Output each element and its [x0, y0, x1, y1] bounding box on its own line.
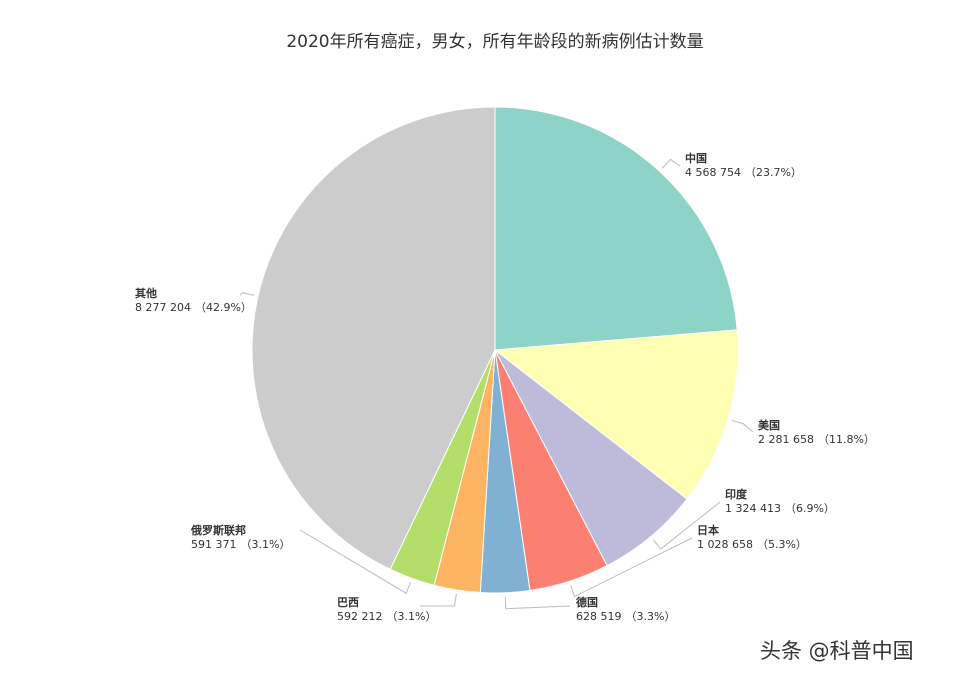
slice-value: 8 277 204 （42.9%） [135, 301, 252, 314]
pie-slice [251, 106, 496, 570]
percent-label: （11.8%） [818, 433, 875, 446]
percent-label: （6.9%） [785, 502, 835, 515]
slice-name: 俄罗斯联邦 [190, 523, 246, 537]
value-label: 2 281 658 [758, 433, 814, 446]
value-label: 592 212 [337, 610, 383, 623]
leader-line [504, 596, 571, 610]
chart-title: 2020年所有癌症，男女，所有年龄段的新病例估计数量 [286, 32, 703, 52]
slice-name: 其他 [135, 286, 157, 300]
slice-name: 美国 [758, 418, 780, 432]
value-label: 8 277 204 [135, 301, 191, 314]
leader-line [299, 529, 411, 595]
percent-label: （23.7%） [745, 166, 802, 179]
slice-name: 巴西 [337, 596, 359, 609]
leader-line [661, 158, 681, 169]
percent-label: （5.3%） [757, 538, 807, 551]
slice-value: 628 519 （3.3%） [576, 610, 675, 623]
value-label: 591 371 [191, 538, 237, 551]
slice-name: 德国 [575, 595, 598, 609]
value-label: 1 324 413 [725, 502, 781, 515]
pie-slice [493, 329, 739, 500]
leader-line [652, 501, 721, 550]
pie-slice [494, 349, 688, 567]
percent-label: （42.9%） [195, 301, 252, 314]
leader-line [239, 292, 255, 296]
slice-value: 1 324 413 （6.9%） [725, 502, 835, 515]
percent-label: （3.1%） [241, 538, 291, 551]
pie-slice [494, 106, 738, 351]
slice-value: 4 568 754 （23.7%） [685, 166, 802, 179]
slice-value: 591 371 （3.1%） [191, 538, 290, 551]
value-label: 1 028 658 [697, 538, 753, 551]
leader-line [570, 537, 693, 598]
slice-name: 日本 [697, 523, 719, 537]
percent-label: （3.3%） [626, 610, 676, 623]
percent-label: （3.1%） [387, 610, 437, 623]
watermark: 头条 @科普中国 [760, 639, 914, 663]
leader-line [731, 419, 754, 433]
value-label: 628 519 [576, 610, 622, 623]
slice-value: 1 028 658 （5.3%） [697, 538, 807, 551]
slice-name: 印度 [725, 487, 748, 501]
slice-value: 2 281 658 （11.8%） [758, 433, 875, 446]
leader-line [419, 593, 457, 607]
slice-name: 中国 [685, 151, 707, 165]
slice-value: 592 212 （3.1%） [337, 610, 436, 623]
value-label: 4 568 754 [685, 166, 741, 179]
